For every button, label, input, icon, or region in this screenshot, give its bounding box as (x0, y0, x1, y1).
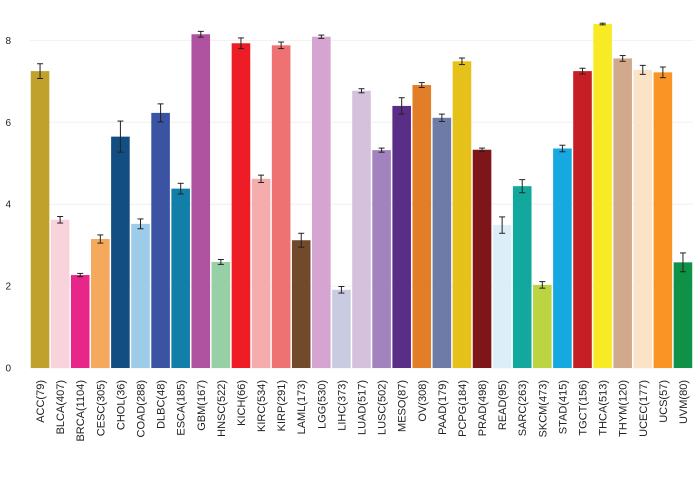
bar-dlbc[interactable] (151, 112, 170, 368)
bar-coad[interactable] (131, 223, 150, 368)
bar-sarc[interactable] (512, 186, 532, 368)
bar-kich[interactable] (231, 43, 251, 368)
bar-luad[interactable] (352, 90, 371, 369)
bar-prad[interactable] (472, 149, 492, 368)
y-axis-ticks: 0 2 4 6 8 (5, 36, 11, 375)
bar-gbm[interactable] (191, 34, 211, 368)
x-tick-label: CESC(305) (95, 380, 107, 436)
x-tick-label: MESO(87) (397, 380, 409, 432)
bar-pcpg[interactable] (452, 61, 472, 369)
x-tick-label: STAD(415) (557, 380, 569, 434)
bar-acc[interactable] (30, 71, 50, 369)
x-tick-label: DLBC(48) (156, 380, 168, 429)
x-tick-label: SKCM(473) (537, 380, 549, 437)
x-tick-label: THCA(513) (598, 380, 610, 436)
bar-cesc[interactable] (91, 239, 110, 368)
bar-lihc[interactable] (332, 289, 351, 368)
bar-kirp[interactable] (271, 45, 291, 369)
bar-chol[interactable] (111, 136, 130, 368)
bar-ucec[interactable] (633, 69, 653, 368)
x-axis-ticks: ACC(79) BLCA(407) BRCA(1104) CESC(305) CHOL(… (35, 380, 690, 442)
bar-paad[interactable] (432, 117, 452, 368)
x-tick-label: UCS(57) (658, 380, 670, 423)
x-tick-label: GBM(167) (196, 380, 208, 431)
y-tick-label: 2 (5, 282, 11, 293)
x-tick-label: BLCA(407) (55, 380, 67, 434)
x-tick-label: ACC(79) (35, 380, 47, 423)
bar-thca[interactable] (593, 24, 612, 369)
bar-lgg[interactable] (312, 36, 331, 368)
x-tick-label: LAML(173) (296, 380, 308, 434)
x-tick-label: LGG(530) (316, 380, 328, 429)
bars (30, 24, 693, 369)
x-tick-label: LUSC(502) (377, 380, 389, 435)
x-tick-label: THYM(120) (618, 380, 630, 437)
y-tick-label: 8 (5, 36, 11, 47)
x-tick-label: READ(95) (497, 380, 509, 430)
bar-thym[interactable] (613, 58, 632, 368)
x-tick-label: ESCA(185) (176, 380, 188, 436)
bar-kirc[interactable] (251, 178, 271, 368)
bar-uvm[interactable] (673, 262, 693, 368)
x-tick-label: PRAD(498) (477, 380, 489, 436)
bar-read[interactable] (492, 225, 512, 368)
x-tick-label: PCPG(184) (457, 380, 469, 437)
error-bars (37, 22, 686, 294)
x-tick-label: KIRC(534) (256, 380, 268, 432)
bar-brca[interactable] (70, 275, 90, 368)
x-tick-label: OV(308) (417, 380, 429, 422)
bar-ucs[interactable] (653, 72, 673, 368)
y-tick-label: 6 (5, 118, 11, 129)
bar-esca[interactable] (171, 188, 190, 368)
x-tick-label: KIRP(291) (276, 380, 288, 431)
x-tick-label: HNSC(522) (216, 380, 228, 437)
bar-hnsc[interactable] (211, 261, 231, 368)
x-tick-label: UVM(80) (678, 380, 690, 424)
bar-tgct[interactable] (573, 71, 592, 369)
x-tick-label: TGCT(156) (578, 380, 590, 436)
x-tick-label: SARC(263) (517, 380, 529, 436)
bar-blca[interactable] (50, 219, 70, 368)
bar-ov[interactable] (412, 85, 432, 369)
x-tick-label: CHOL(36) (115, 380, 127, 430)
bar-skcm[interactable] (533, 284, 552, 368)
x-tick-label: UCEC(177) (638, 380, 650, 437)
bar-stad[interactable] (553, 148, 572, 368)
x-tick-label: COAD(288) (136, 380, 148, 437)
y-tick-label: 4 (5, 200, 11, 211)
y-tick-label: 0 (5, 364, 11, 375)
bar-laml[interactable] (291, 240, 311, 368)
bar-meso[interactable] (392, 105, 411, 369)
x-tick-label: LUAD(517) (357, 380, 369, 435)
x-tick-label: LIHC(373) (336, 380, 348, 431)
bar-lusc[interactable] (372, 150, 391, 368)
x-tick-label: BRCA(1104) (75, 380, 87, 442)
x-tick-label: KICH(66) (236, 380, 248, 426)
x-tick-label: PAAD(179) (437, 380, 449, 435)
